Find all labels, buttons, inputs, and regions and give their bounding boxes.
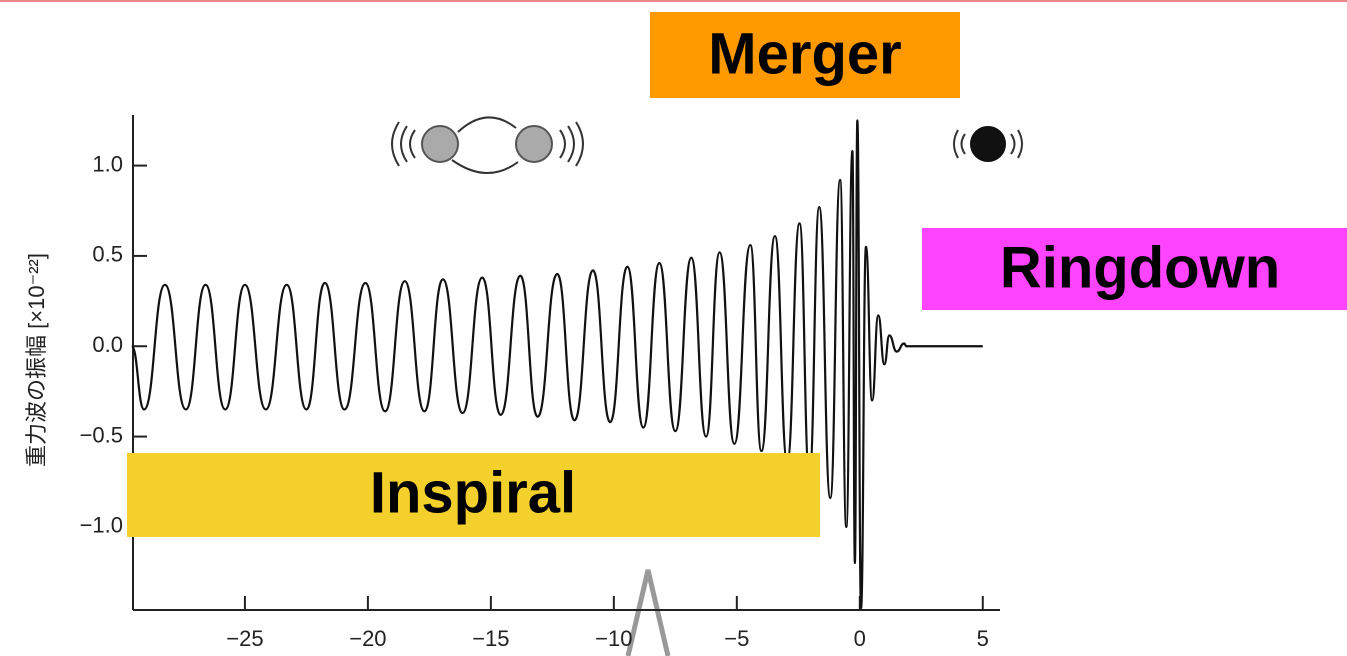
y-tick-label: 0.0: [92, 332, 123, 357]
ringdown-label: Ringdown: [1000, 235, 1280, 300]
y-tick-label: −0.5: [80, 422, 123, 447]
chart: Merger Ringdown 重力波の振幅 [×10⁻²²] −1.0 −0.5…: [0, 0, 1347, 656]
y-tick-label: 1.0: [92, 151, 123, 176]
merger-label: Merger: [708, 21, 901, 86]
inspiral-label: Inspiral: [370, 460, 576, 525]
y-tick-label: 0.5: [92, 242, 123, 267]
x-tick-label: −25: [226, 626, 263, 651]
x-tick-label: −20: [349, 626, 386, 651]
binary-illustration: [392, 117, 1022, 173]
x-tick-label: −10: [595, 626, 632, 651]
y-axis-label: 重力波の振幅 [×10⁻²²]: [24, 253, 49, 467]
pointer-shape: [628, 570, 668, 656]
x-tick-label: −15: [472, 626, 509, 651]
x-tick-label: 5: [977, 626, 989, 651]
plot-area: −1.0 −0.5 0.0 0.5 1.0 −25 −20 −15 −10 −5 0 5: [80, 115, 1000, 651]
x-tick-label: 0: [854, 626, 866, 651]
y-tick-label: −1.0: [80, 513, 123, 538]
x-tick-label: −5: [724, 626, 749, 651]
